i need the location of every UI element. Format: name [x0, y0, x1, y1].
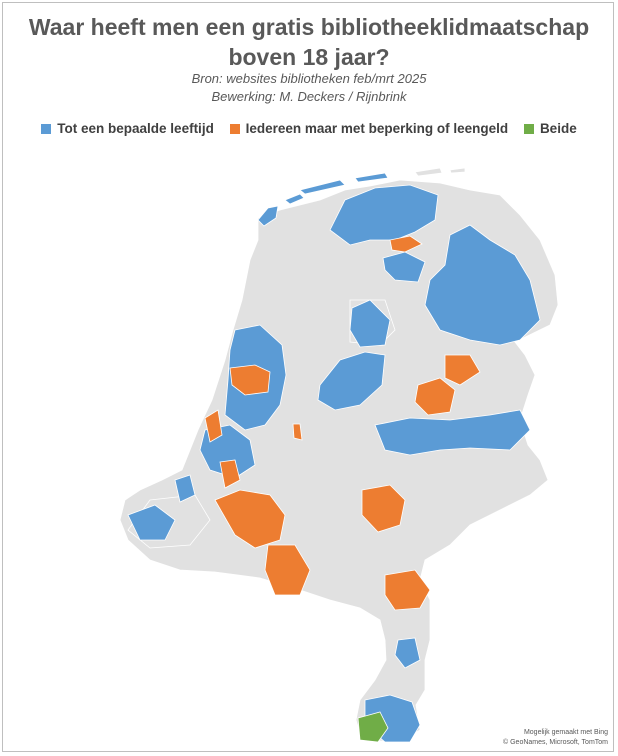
region-overijssel-gelderland [374, 409, 531, 456]
source-text: Bron: websites bibliotheken feb/mrt 2025 [191, 71, 427, 86]
legend-item-leeftijd: Tot een bepaalde leeftijd [41, 121, 214, 136]
credit-line-1: Mogelijk gemaakt met Bing [523, 729, 608, 736]
title-line-2: boven 18 jaar? [228, 44, 390, 70]
regions-tot-leeftijd [127, 184, 541, 743]
netherlands-map [119, 167, 559, 743]
region-gouda [219, 459, 241, 489]
regions-beperking [204, 235, 481, 611]
region-flevoland [317, 351, 386, 411]
region-almere [292, 423, 303, 441]
island-schiermonnikoog [414, 167, 443, 177]
region-haarlem [204, 409, 223, 443]
legend: Tot een bepaalde leeftijd Iedereen maar … [0, 121, 618, 136]
region-apeldoorn [414, 377, 456, 416]
island-rottum [449, 167, 466, 174]
island-texel [257, 205, 279, 227]
legend-label: Tot een bepaalde leeftijd [57, 121, 214, 136]
region-noordoostpolder [349, 299, 391, 348]
region-leeuwarden [389, 235, 423, 253]
region-drenthe-groningen [424, 224, 541, 346]
region-friesland-north [329, 184, 439, 246]
map-subtitle: Bron: websites bibliotheken feb/mrt 2025… [0, 70, 618, 106]
wadden-islands [257, 167, 466, 227]
island-terschelling [299, 179, 346, 195]
region-venlo [384, 569, 431, 611]
island-ameland [354, 172, 389, 183]
region-tilburg [264, 544, 311, 596]
region-den-bosch [214, 489, 286, 549]
region-deventer [444, 354, 481, 386]
legend-label: Beide [539, 121, 577, 136]
legend-item-beide: Beide [523, 121, 577, 136]
legend-swatch-blue [41, 124, 52, 134]
credit-line-2: © GeoNames, Microsoft, TomTom [503, 739, 608, 746]
map-title: Waar heeft men een gratis bibliotheeklid… [0, 12, 618, 72]
regions-beide [357, 711, 389, 743]
legend-label: Iedereen maar met beperking of leengeld [245, 121, 509, 136]
legend-item-beperking: Iedereen maar met beperking of leengeld [229, 121, 509, 136]
region-zeeland [127, 504, 176, 541]
editor-text: Bewerking: M. Deckers / Rijnbrink [211, 89, 407, 104]
legend-swatch-green [523, 124, 534, 134]
legend-swatch-orange [229, 124, 240, 134]
region-maastricht [357, 711, 389, 743]
region-limburg-middle [394, 637, 421, 669]
region-zaanstad [229, 364, 271, 396]
region-rotterdam [174, 474, 196, 503]
title-line-1: Waar heeft men een gratis bibliotheeklid… [28, 14, 590, 40]
region-nijmegen [361, 484, 406, 533]
island-vlieland [284, 193, 305, 205]
map-credit: Mogelijk gemaakt met Bing © GeoNames, Mi… [503, 728, 608, 748]
